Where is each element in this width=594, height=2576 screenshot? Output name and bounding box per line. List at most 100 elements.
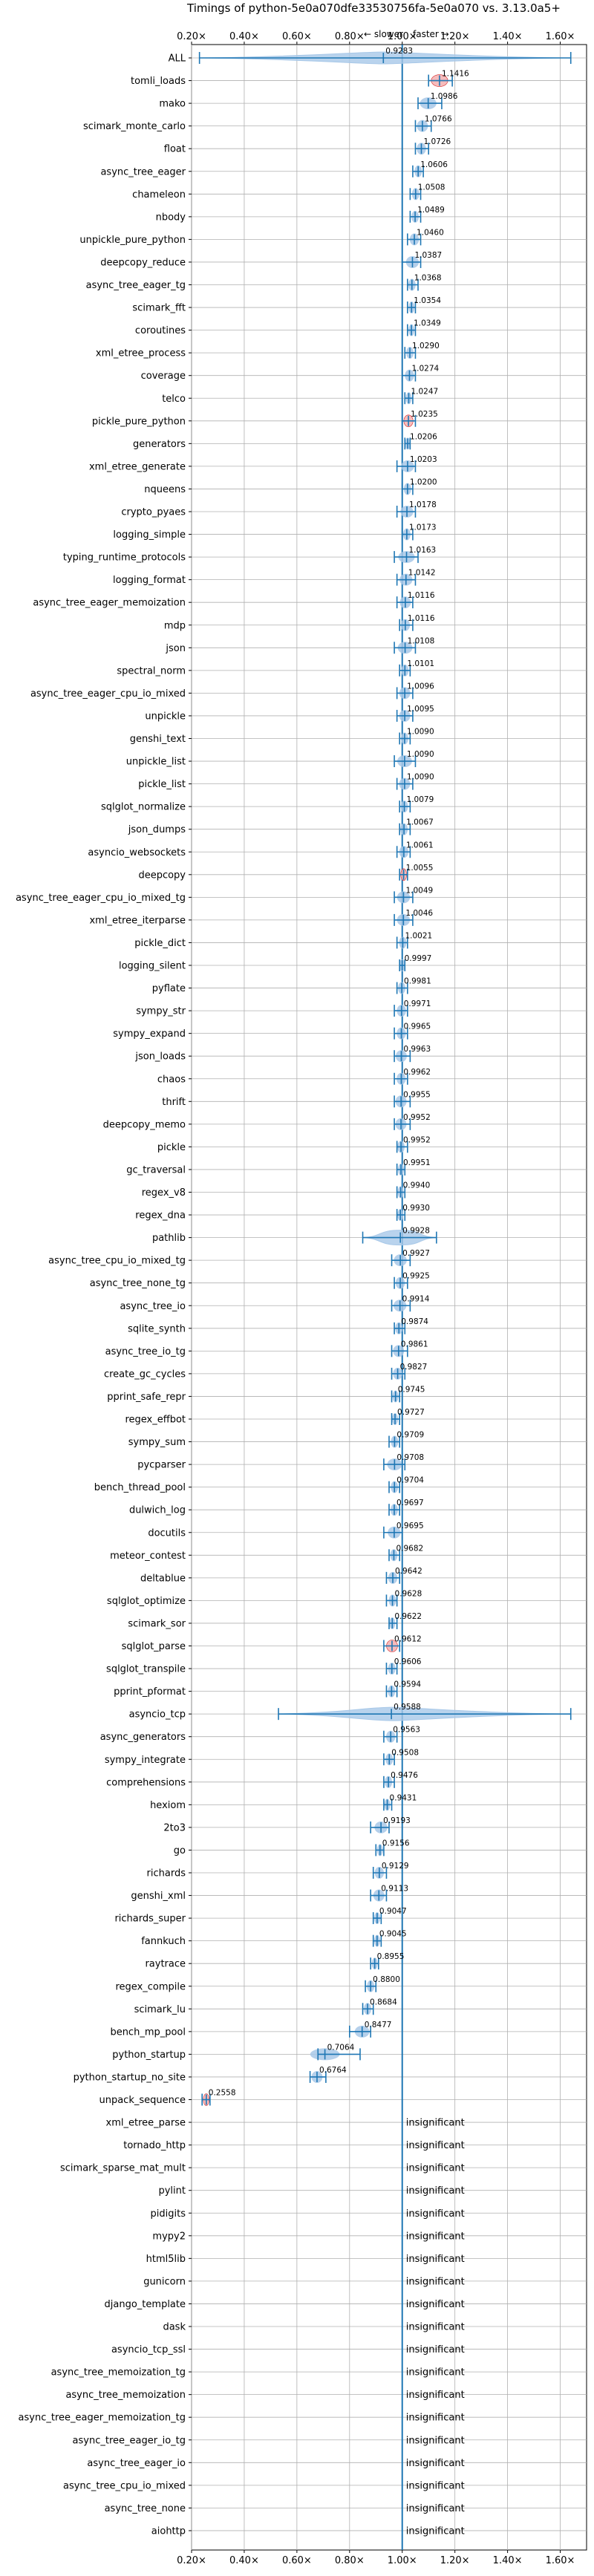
value-label: 0.9962 <box>403 1068 431 1077</box>
y-tick-label: json_loads <box>134 1051 186 1063</box>
y-tick-label: asyncio_tcp_ssl <box>111 2344 186 2355</box>
y-tick-label: coroutines <box>135 325 186 336</box>
value-label: 1.0095 <box>407 705 434 714</box>
y-tick-label: sqlglot_optimize <box>107 1596 186 1607</box>
x-tick-label-top: 1.00× <box>388 31 417 42</box>
insignificant-label: insignificant <box>406 2435 465 2446</box>
y-tick-label: bench_mp_pool <box>110 2026 186 2038</box>
y-tick-label: typing_runtime_protocols <box>63 552 186 564</box>
y-tick-label: xml_etree_iterparse <box>89 915 186 926</box>
value-label: 1.0173 <box>409 524 437 532</box>
y-tick-label: async_tree_cpu_io_mixed <box>63 2480 186 2491</box>
insignificant-label: insignificant <box>406 2503 465 2514</box>
value-label: 0.9963 <box>403 1045 431 1054</box>
y-tick-label: deepcopy <box>138 870 186 881</box>
value-label: 1.0460 <box>417 228 444 237</box>
y-tick-label: sympy_sum <box>128 1437 186 1448</box>
y-tick-label: async_tree_memoization_tg <box>51 2367 186 2378</box>
y-tick-label: sqlglot_transpile <box>106 1664 186 1675</box>
value-label: 1.0290 <box>412 342 440 350</box>
value-label: 1.0116 <box>408 614 435 623</box>
value-label: 1.0061 <box>406 841 434 850</box>
value-label: 0.9952 <box>403 1135 431 1144</box>
y-tick-label: pathlib <box>152 1233 186 1244</box>
value-label: 1.0200 <box>410 477 437 486</box>
y-tick-label: chameleon <box>132 189 186 200</box>
plot-area: 0.20× 0.20× 0.40× 0.40× 0.60× 0.60× 0.80× 0.80×… <box>16 31 587 2566</box>
y-tick-label: pprint_safe_repr <box>107 1392 186 1403</box>
y-tick-label: unpickle_list <box>126 757 186 768</box>
y-tick-label: xml_etree_process <box>96 348 186 359</box>
value-label: 1.0508 <box>418 183 446 192</box>
insignificant-label: insignificant <box>406 2208 465 2220</box>
value-label: 0.9113 <box>381 1885 408 1894</box>
y-tick-label: thrift <box>162 1097 186 1108</box>
slower-label: ← slower <box>364 29 403 39</box>
x-tick-label-bottom: 0.60× <box>282 2555 312 2566</box>
insignificant-label: insignificant <box>406 2163 465 2174</box>
y-tick-label: telco <box>162 394 186 405</box>
value-label: 1.1416 <box>442 70 469 79</box>
y-tick-label: scimark_monte_carlo <box>83 121 186 132</box>
y-tick-label: tomli_loads <box>131 76 186 87</box>
y-tick-label: tornado_http <box>123 2140 186 2151</box>
x-tick-label-top: 1.20× <box>440 31 470 42</box>
value-label: 0.9745 <box>398 1385 425 1394</box>
y-tick-label: mypy2 <box>152 2231 186 2242</box>
y-tick-label: logging_silent <box>119 961 186 972</box>
value-label: 0.8800 <box>373 1975 400 1984</box>
value-label: 0.9045 <box>379 1930 407 1939</box>
insignificant-label: insignificant <box>406 2322 465 2333</box>
value-label: 0.9997 <box>405 954 432 963</box>
value-label: 0.9508 <box>391 1748 419 1757</box>
y-tick-label: scimark_sor <box>128 1618 186 1629</box>
insignificant-label: insignificant <box>406 2480 465 2491</box>
y-tick-label: create_gc_cycles <box>104 1369 186 1380</box>
y-tick-label: go <box>174 1845 186 1856</box>
y-tick-label: python_startup <box>112 2050 186 2061</box>
y-tick-label: chaos <box>157 1074 186 1085</box>
y-tick-label: json_dumps <box>128 824 186 835</box>
x-tick-label-top: 0.80× <box>335 31 365 42</box>
y-tick-label: async_tree_none_tg <box>90 1278 186 1289</box>
y-tick-label: nqueens <box>144 484 186 495</box>
y-tick-label: async_tree_none <box>105 2503 186 2514</box>
insignificant-label: insignificant <box>406 2118 465 2129</box>
value-label: 1.0046 <box>405 909 433 918</box>
y-tick-label: sqlglot_parse <box>122 1641 186 1652</box>
insignificant-label: insignificant <box>406 2140 465 2151</box>
value-label: 0.9955 <box>403 1090 431 1099</box>
y-tick-label: async_tree_memoization <box>65 2390 186 2401</box>
insignificant-label: insignificant <box>406 2458 465 2469</box>
y-tick-label: richards_super <box>114 1914 186 1925</box>
value-label: 0.9563 <box>393 1726 420 1735</box>
y-tick-label: pycparser <box>137 1460 186 1471</box>
y-tick-label: gc_traversal <box>126 1164 186 1175</box>
y-tick-label: regex_v8 <box>142 1187 186 1199</box>
y-tick-label: pickle <box>157 1142 186 1153</box>
value-label: 0.9709 <box>396 1431 424 1440</box>
y-tick-label: deltablue <box>140 1573 186 1584</box>
y-tick-label: unpickle <box>145 711 186 722</box>
value-label: 1.0247 <box>411 387 438 396</box>
value-label: 1.0235 <box>411 410 438 419</box>
value-label: 1.0163 <box>409 546 437 555</box>
y-tick-label: hexiom <box>150 1800 186 1811</box>
value-label: 1.0090 <box>407 773 434 782</box>
y-tick-label: sympy_integrate <box>105 1755 186 1766</box>
y-tick-label: async_tree_eager_io <box>87 2458 186 2469</box>
y-tick-label: scimark_fft <box>132 303 186 314</box>
y-tick-label: sqlite_synth <box>128 1323 186 1334</box>
x-tick-label-bottom: 1.60× <box>546 2555 575 2566</box>
value-label: 0.9682 <box>396 1544 423 1553</box>
y-tick-label: meteor_contest <box>110 1551 186 1562</box>
y-tick-label: sympy_expand <box>113 1028 186 1040</box>
y-tick-label: scimark_sparse_mat_mult <box>60 2163 186 2174</box>
value-label: 1.0049 <box>405 886 433 895</box>
y-tick-label: pickle_dict <box>134 938 186 949</box>
value-label: 0.9431 <box>390 1793 417 1802</box>
y-tick-label: async_tree_eager_memoization <box>33 598 186 609</box>
x-tick-label-bottom: 0.40× <box>229 2555 259 2566</box>
value-label: 0.9588 <box>394 1703 421 1712</box>
